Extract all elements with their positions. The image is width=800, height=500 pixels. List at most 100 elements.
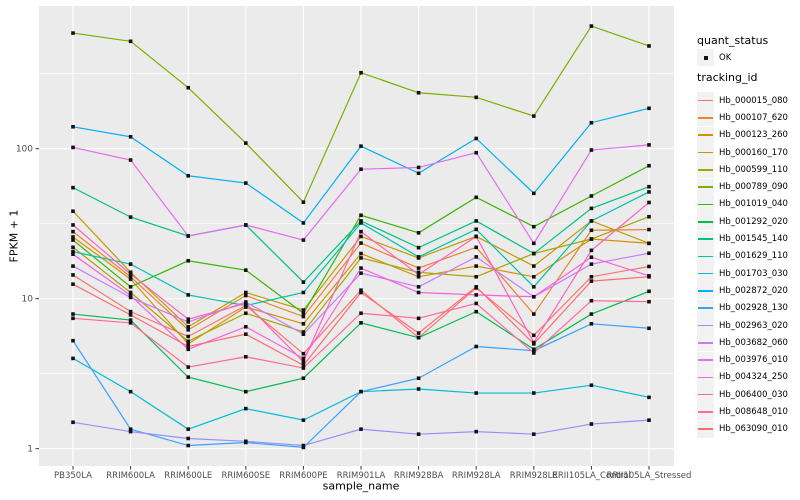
data-point-marker [589,24,594,28]
data-point-marker [359,70,363,75]
legend-entry-label: Hb_006400_030 [719,389,788,400]
data-point-marker [589,237,594,241]
data-point-marker [359,234,363,239]
data-point-marker [71,338,75,343]
data-point-marker [589,298,594,303]
series-color-line-icon [698,411,713,413]
series-color-line-icon [698,238,713,240]
data-point-marker [301,363,306,368]
x-tick-label: RRIM600SE [221,471,270,481]
series-color-line-icon [698,307,713,309]
legend-entry-label: Hb_004324_250 [719,372,788,383]
legend-quant-status-item: OK [697,49,731,66]
data-point-marker [416,387,421,391]
legend-entry: Hb_063090_010 [697,420,788,438]
data-point-marker [532,348,536,353]
data-point-marker [474,234,478,239]
legend-key-box [697,49,714,66]
legend-entry: Hb_000015_080 [697,92,788,110]
legend-quant-status-title: quant_status [697,34,769,47]
legend-key-box [697,334,714,352]
data-point-marker [301,359,306,364]
series-color-line-icon [698,324,713,327]
data-point-marker [186,427,190,431]
data-point-marker [647,143,651,147]
data-point-marker [244,303,248,308]
data-point-marker [244,354,248,359]
data-point-marker [647,326,651,331]
series-color-line-icon [698,151,713,154]
data-point-marker [359,256,363,260]
data-point-marker [128,313,133,317]
data-point-marker [589,194,594,198]
x-tick-label: PB350LA [54,471,92,481]
data-point-marker [647,44,651,48]
data-point-marker [532,264,536,268]
y-axis-title: FPKM + 1 [7,209,21,263]
data-point-marker [589,255,594,260]
data-point-marker [244,290,248,295]
data-point-marker [128,295,133,300]
data-point-marker [359,290,363,295]
data-point-marker [128,285,133,289]
data-point-marker [244,406,248,411]
series-color-line-icon [698,203,713,206]
data-point-marker [532,432,536,436]
legend-entry: Hb_000123_260 [697,126,788,144]
data-point-marker [71,185,75,190]
data-point-marker [186,234,190,238]
data-point-marker [186,339,190,344]
data-point-marker [301,418,306,422]
data-point-marker [186,375,190,379]
data-point-marker [71,145,75,150]
x-tick-label: RRIM600LA [106,471,155,481]
data-point-marker [128,318,133,322]
data-point-marker [186,320,190,324]
data-point-marker [301,351,306,356]
data-point-marker [589,206,594,211]
data-point-marker [359,219,363,223]
data-point-marker [301,445,306,450]
series-color-line-icon [698,255,713,258]
data-point-marker [244,141,248,145]
series-color-line-icon [698,272,713,275]
data-point-marker [416,335,421,340]
data-point-marker [71,420,75,425]
data-point-marker [647,395,651,400]
data-point-marker [474,136,478,141]
legend-entries: Hb_000015_080 Hb_000107_620 Hb_000123_260 H… [697,92,788,438]
data-point-marker [647,214,651,219]
legend-key-box [697,420,714,438]
data-point-marker [647,163,651,168]
data-point-marker [186,85,190,90]
data-point-marker [416,272,421,277]
data-point-marker [186,436,190,441]
data-point-marker [589,322,594,326]
data-point-marker [532,391,536,395]
series-color-line-icon [698,186,713,188]
data-point-marker [128,290,133,295]
data-point-marker [589,422,594,426]
data-point-marker [359,213,363,218]
data-point-marker [647,418,651,422]
data-point-marker [416,316,421,321]
data-point-marker [532,114,536,118]
legend-entry-label: Hb_002928_130 [719,303,788,314]
series-color-line-icon [698,99,713,102]
legend-entry-label: Hb_000160_170 [719,147,788,158]
data-point-marker [301,314,306,319]
data-point-marker [128,293,133,298]
legend: quant_status OK tracking_id Hb_000015_08… [690,0,800,500]
data-point-marker [589,120,594,125]
legend-entry-label: Hb_000107_620 [719,112,788,123]
data-point-marker [474,391,478,395]
data-point-marker [301,238,306,242]
data-point-marker [71,238,75,242]
data-point-marker [416,255,421,259]
legend-key-box [697,161,714,179]
data-point-marker [301,332,306,336]
legend-key-box [697,126,714,144]
legend-entry: Hb_001545_140 [697,230,788,248]
